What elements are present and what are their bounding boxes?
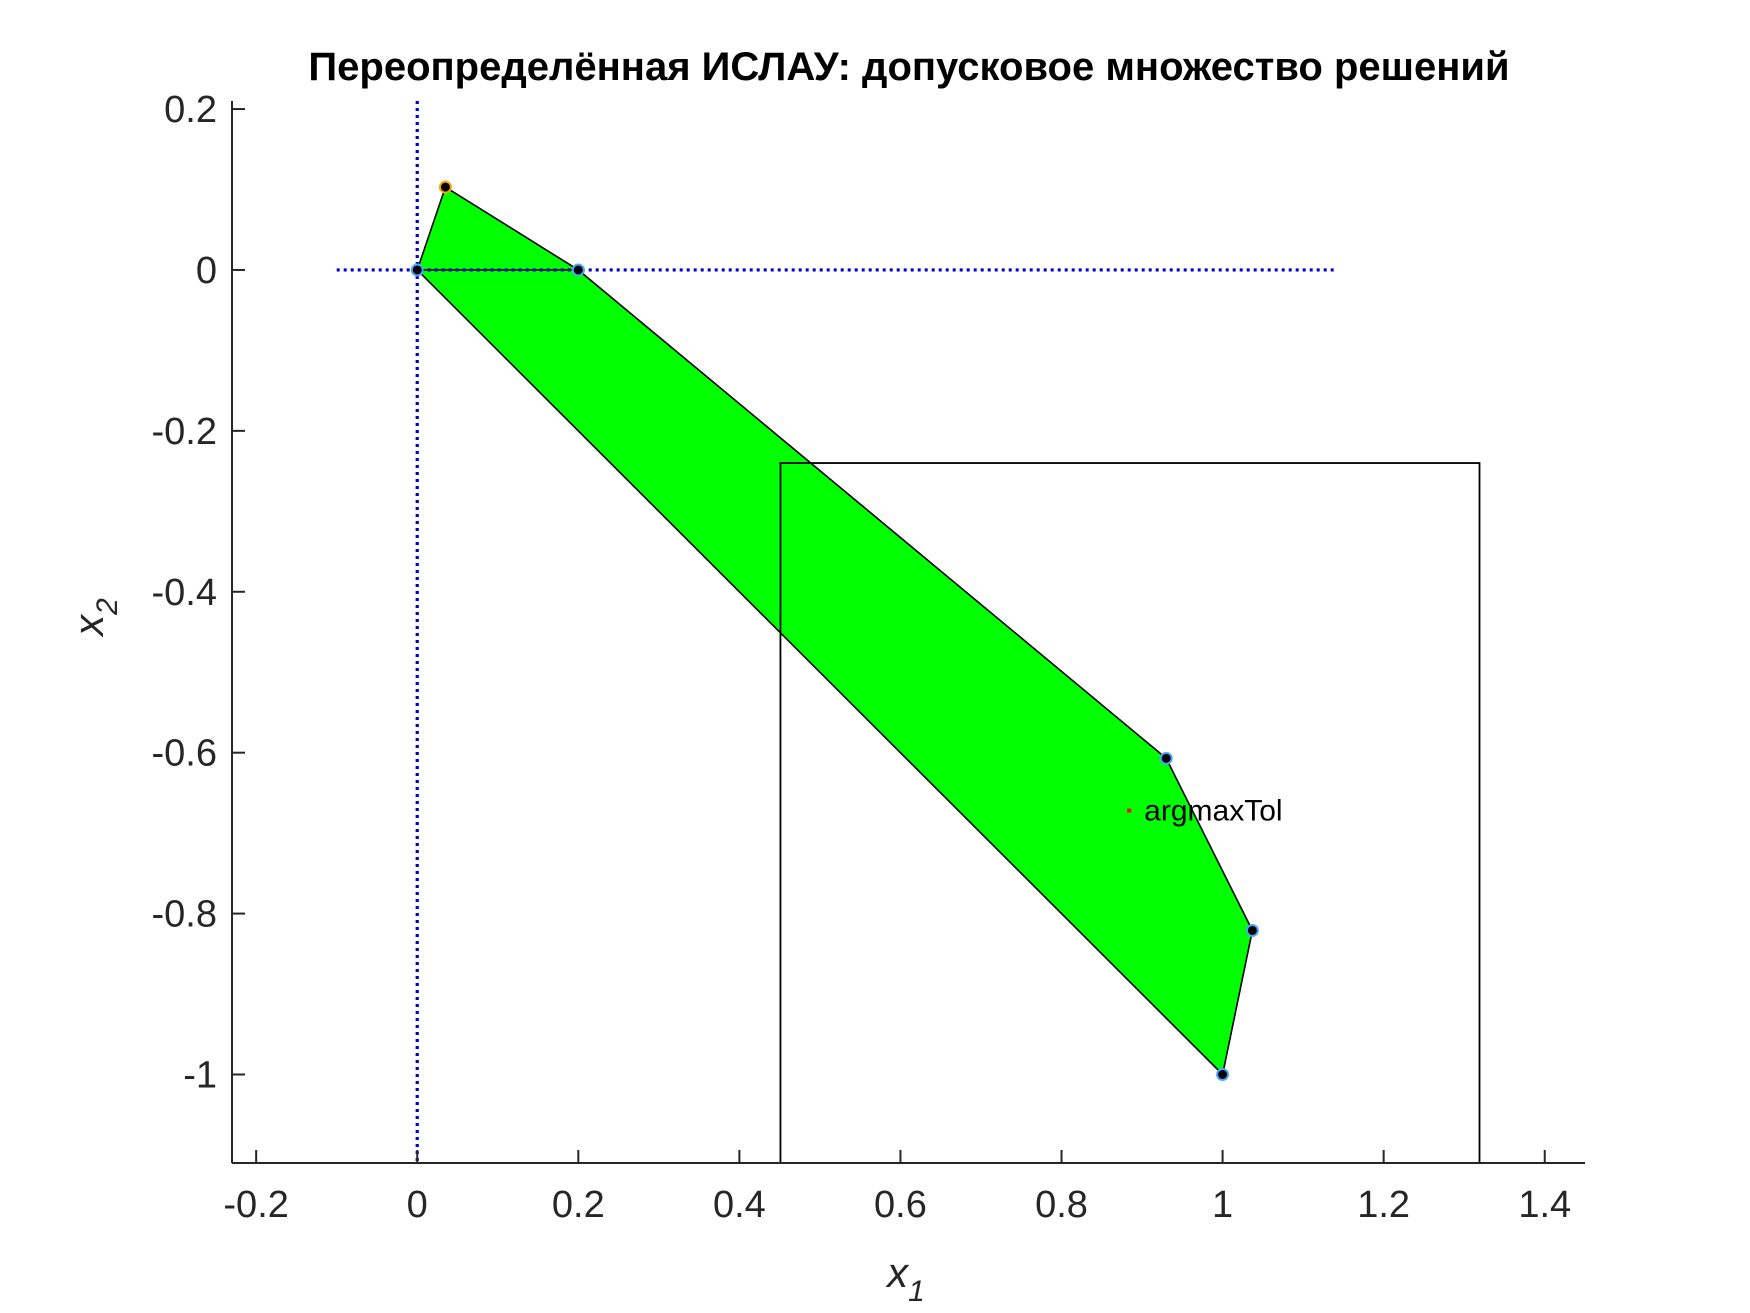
x-tick-label: 0.8 [1035,1184,1088,1226]
argmax-point [1127,808,1132,813]
x-tick-label: 1 [1212,1184,1233,1226]
vertex-point-6 [1216,1068,1230,1081]
vertex-point-2 [438,180,452,194]
y-tick-label: 0 [196,250,217,292]
x-tick-label: 1.2 [1357,1184,1410,1226]
x-axis-label-subscript: 1 [908,1275,925,1308]
y-tick-label: -1 [183,1055,217,1097]
vertex-point-4 [1159,751,1173,765]
argmax-label: argmaxTol [1144,795,1282,828]
y-tick-label: -0.2 [152,411,217,453]
x-tick-label: 1.4 [1518,1184,1571,1226]
x-axis-label-base: x [885,1249,910,1296]
y-tick-label: 0.2 [164,89,217,131]
x-tick-label: 0 [407,1184,428,1226]
y-tick-label: -0.6 [152,733,217,775]
axes: -0.2 0 0.2 0.4 0.6 0.8 1 1.2 1.4 0.2 0 -0.2 -0.4 -0.6… [152,89,1585,1226]
y-tick-label: -0.8 [152,894,217,936]
x-tick-label: 0.2 [552,1184,605,1226]
vertex-point-5 [1245,923,1259,937]
chart-title: Переопределённая ИСЛАУ: допусковое множе… [308,45,1509,89]
vertex-point-3 [571,263,585,277]
x-tick-label: -0.2 [223,1184,288,1226]
y-axis-label-subscript: 2 [91,598,124,616]
y-axis-label-base: x [65,613,112,638]
x-axis-label: x1 [885,1249,925,1308]
y-tick-label: -0.4 [152,572,217,614]
vertex-point-1 [410,263,424,277]
plot-area: argmaxTol [336,101,1481,1164]
x-tick-label: 0.6 [874,1184,927,1226]
y-axis-label: x2 [65,598,124,638]
x-tick-label: 0.4 [713,1184,766,1226]
